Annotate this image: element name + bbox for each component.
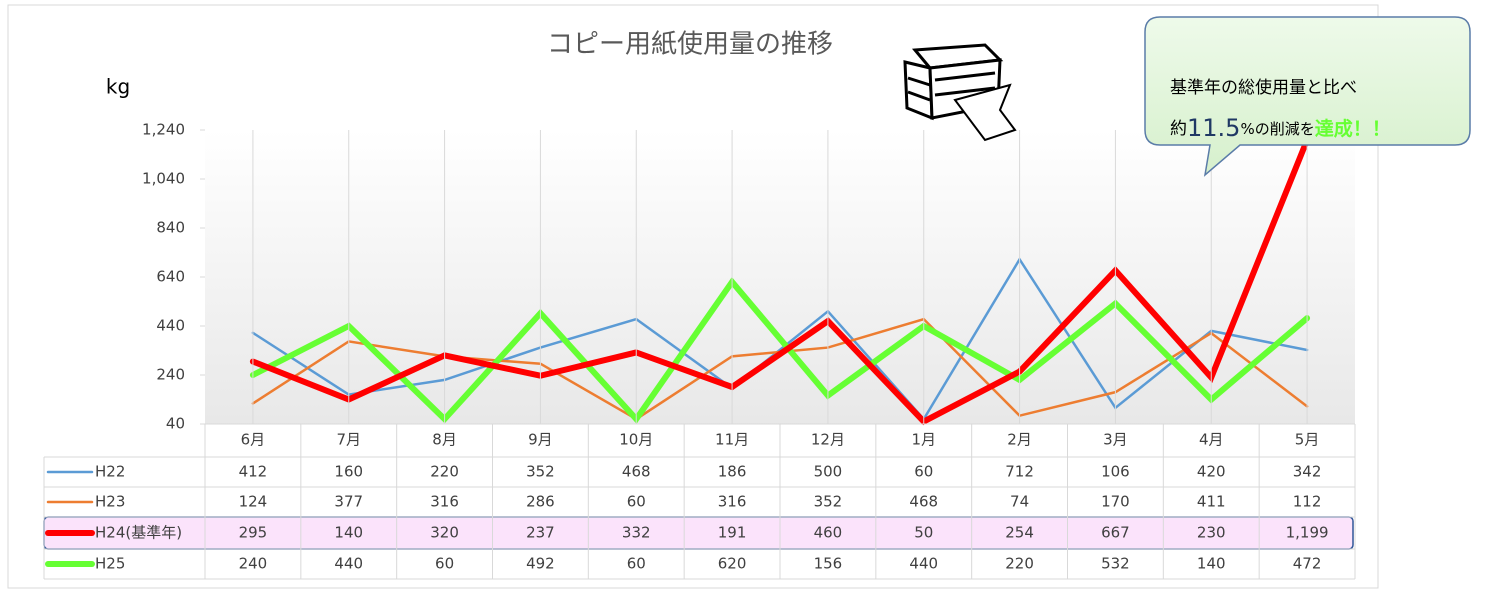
series-line bbox=[251, 256, 1309, 422]
table-value: 140 bbox=[1197, 555, 1226, 573]
table-value: 220 bbox=[1005, 555, 1034, 573]
x-tick-label: 8月 bbox=[432, 431, 457, 449]
table-value: 500 bbox=[814, 463, 843, 481]
table-value: 254 bbox=[1005, 524, 1034, 542]
table-value: 352 bbox=[814, 493, 843, 511]
table-value: 60 bbox=[435, 555, 454, 573]
table-value: 240 bbox=[239, 555, 268, 573]
legend-label: H23 bbox=[95, 493, 125, 511]
x-tick-label: 4月 bbox=[1199, 431, 1224, 449]
callout: 基準年の総使用量と比べ 約11.5%の削減を達成！！ bbox=[1144, 16, 1471, 177]
series-line bbox=[249, 137, 1311, 426]
table-value: 468 bbox=[909, 493, 938, 511]
table-value: 712 bbox=[1005, 463, 1034, 481]
table-value: 160 bbox=[334, 463, 363, 481]
legend-label: H24(基準年) bbox=[95, 524, 182, 542]
x-tick-label: 5月 bbox=[1295, 431, 1320, 449]
x-tick-label: 6月 bbox=[241, 431, 266, 449]
table-value: 220 bbox=[430, 463, 459, 481]
callout-line1: 基準年の総使用量と比べ bbox=[1170, 77, 1357, 98]
chart-title: コピー用紙使用量の推移 bbox=[547, 30, 833, 60]
legend-label: H25 bbox=[95, 555, 125, 573]
table-value: 411 bbox=[1197, 493, 1226, 511]
printer-icon bbox=[903, 43, 1017, 142]
table-value: 620 bbox=[718, 555, 747, 573]
y-tick-label: 1,240 bbox=[142, 121, 185, 139]
table-value: 60 bbox=[914, 463, 933, 481]
table-value: 295 bbox=[239, 524, 268, 542]
table-value: 332 bbox=[622, 524, 651, 542]
x-tick-label: 12月 bbox=[811, 431, 845, 449]
table-value: 60 bbox=[627, 493, 646, 511]
table-value: 50 bbox=[914, 524, 933, 542]
table-value: 237 bbox=[526, 524, 555, 542]
table-value: 412 bbox=[239, 463, 268, 481]
table-value: 1,199 bbox=[1286, 524, 1329, 542]
y-tick-label: 440 bbox=[156, 317, 185, 335]
table-value: 74 bbox=[1010, 493, 1029, 511]
table-value: 60 bbox=[627, 555, 646, 573]
table-value: 440 bbox=[909, 555, 938, 573]
table-value: 170 bbox=[1101, 493, 1130, 511]
table-value: 186 bbox=[718, 463, 747, 481]
table-value: 140 bbox=[334, 524, 363, 542]
table-value: 472 bbox=[1293, 555, 1322, 573]
table-value: 156 bbox=[814, 555, 843, 573]
y-tick-label: 40 bbox=[166, 415, 185, 433]
table-value: 377 bbox=[334, 493, 363, 511]
plot-area bbox=[205, 130, 1355, 424]
callout-prefix: 約 bbox=[1170, 119, 1187, 139]
y-tick-label: 840 bbox=[156, 219, 185, 237]
table-value: 460 bbox=[814, 524, 843, 542]
x-tick-label: 7月 bbox=[336, 431, 361, 449]
table-value: 352 bbox=[526, 463, 555, 481]
x-tick-label: 9月 bbox=[528, 431, 553, 449]
table-value: 316 bbox=[718, 493, 747, 511]
table-value: 492 bbox=[526, 555, 555, 573]
x-tick-label: 2月 bbox=[1007, 431, 1032, 449]
table-value: 124 bbox=[239, 493, 268, 511]
x-tick-label: 11月 bbox=[715, 431, 749, 449]
x-tick-label: 1月 bbox=[911, 431, 936, 449]
x-tick-label: 3月 bbox=[1103, 431, 1128, 449]
y-tick-label: 240 bbox=[156, 366, 185, 384]
callout-figure: 11.5 bbox=[1187, 114, 1240, 142]
table-value: 667 bbox=[1101, 524, 1130, 542]
table-value: 286 bbox=[526, 493, 555, 511]
callout-line2: 約11.5%の削減を達成！！ bbox=[1170, 114, 1391, 142]
legend-label: H22 bbox=[95, 463, 125, 481]
callout-highlight: 達成！！ bbox=[1315, 117, 1391, 140]
y-axis-label: kg bbox=[106, 75, 130, 99]
y-tick-label: 1,040 bbox=[142, 170, 185, 188]
table-value: 112 bbox=[1293, 493, 1322, 511]
table-value: 191 bbox=[718, 524, 747, 542]
series-line bbox=[249, 276, 1311, 424]
table-value: 230 bbox=[1197, 524, 1226, 542]
table-value: 342 bbox=[1293, 463, 1322, 481]
callout-suffix: %の削減を bbox=[1240, 120, 1314, 138]
table-value: 106 bbox=[1101, 463, 1130, 481]
table-value: 468 bbox=[622, 463, 651, 481]
table-value: 320 bbox=[430, 524, 459, 542]
y-tick-label: 640 bbox=[156, 268, 185, 286]
x-tick-label: 10月 bbox=[619, 431, 653, 449]
table-value: 420 bbox=[1197, 463, 1226, 481]
table-value: 532 bbox=[1101, 555, 1130, 573]
table-value: 440 bbox=[334, 555, 363, 573]
table-value: 316 bbox=[430, 493, 459, 511]
